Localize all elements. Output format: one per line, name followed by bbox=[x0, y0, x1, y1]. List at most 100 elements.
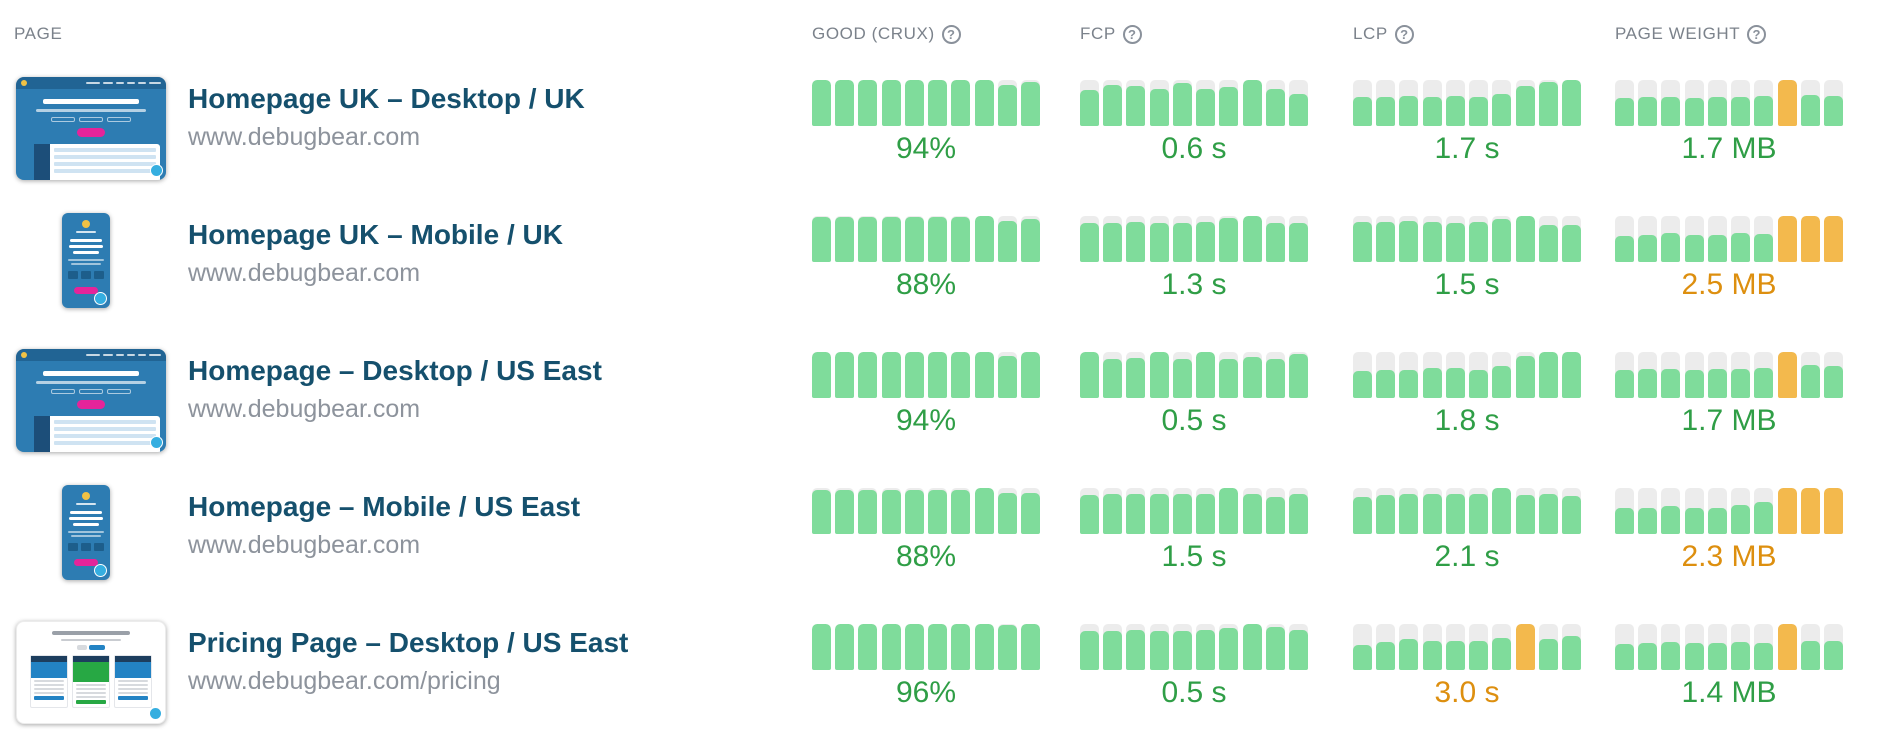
fcp-history-chart[interactable] bbox=[1080, 624, 1308, 670]
thumb-art bbox=[118, 692, 148, 694]
history-bar-fill bbox=[1149, 352, 1169, 398]
page-thumbnail[interactable] bbox=[16, 349, 166, 452]
history-bar-fill bbox=[1561, 635, 1581, 670]
history-bar-fill bbox=[1538, 225, 1558, 262]
history-bar bbox=[1684, 488, 1704, 534]
history-bar bbox=[1353, 216, 1372, 262]
good-history-chart[interactable] bbox=[812, 488, 1040, 534]
history-bar-fill bbox=[1800, 94, 1820, 126]
table-row[interactable]: Homepage UK – Mobile / UK www.debugbear.c… bbox=[0, 198, 1886, 334]
history-bar bbox=[1265, 488, 1285, 534]
lcp-history-chart[interactable] bbox=[1353, 80, 1581, 126]
history-bar-fill bbox=[1149, 631, 1169, 670]
weight-history-chart[interactable] bbox=[1615, 216, 1843, 262]
lcp-history-chart[interactable] bbox=[1353, 624, 1581, 670]
lcp-history-chart[interactable] bbox=[1353, 352, 1581, 398]
history-bar bbox=[1684, 352, 1704, 398]
history-bar bbox=[997, 624, 1017, 670]
history-bar bbox=[1731, 80, 1751, 126]
table-row[interactable]: Homepage – Desktop / US East www.debugbea… bbox=[0, 334, 1886, 470]
expand-icon[interactable] bbox=[150, 164, 163, 177]
history-bar-fill bbox=[1080, 495, 1099, 534]
history-bar bbox=[1265, 352, 1285, 398]
history-bar-fill bbox=[1684, 508, 1704, 534]
history-bar-fill bbox=[1638, 368, 1658, 398]
table-row[interactable]: Homepage – Mobile / US East www.debugbear… bbox=[0, 470, 1886, 606]
history-bar-fill bbox=[1288, 223, 1308, 262]
history-bar-fill bbox=[997, 220, 1017, 262]
history-bar-fill bbox=[1149, 223, 1169, 262]
thumb-art bbox=[54, 148, 156, 152]
page-thumbnail[interactable] bbox=[16, 77, 166, 180]
fcp-metric-cell: 1.5 s bbox=[1080, 488, 1308, 573]
history-bar-fill bbox=[1469, 222, 1489, 262]
history-bar-fill bbox=[997, 492, 1017, 534]
thumb-art bbox=[68, 271, 78, 279]
history-bar-fill bbox=[1731, 97, 1751, 126]
help-icon[interactable]: ? bbox=[1747, 24, 1767, 44]
fcp-history-chart[interactable] bbox=[1080, 488, 1308, 534]
page-title-link[interactable]: Homepage – Desktop / US East bbox=[188, 355, 602, 386]
history-bar bbox=[928, 488, 948, 534]
weight-history-chart[interactable] bbox=[1615, 624, 1843, 670]
lcp-history-chart[interactable] bbox=[1353, 216, 1581, 262]
expand-icon[interactable] bbox=[150, 436, 163, 449]
history-bar bbox=[997, 488, 1017, 534]
page-thumbnail[interactable] bbox=[62, 485, 110, 580]
fcp-value: 1.5 s bbox=[1161, 540, 1227, 573]
help-icon[interactable]: ? bbox=[941, 24, 961, 44]
column-header-fcp: FCP? bbox=[1080, 24, 1142, 44]
thumb-art bbox=[94, 271, 104, 279]
lcp-history-chart[interactable] bbox=[1353, 488, 1581, 534]
history-bar bbox=[1661, 352, 1681, 398]
table-row[interactable]: Homepage UK – Desktop / UK www.debugbear.… bbox=[0, 62, 1886, 198]
good-history-chart[interactable] bbox=[812, 624, 1040, 670]
history-bar-fill bbox=[928, 624, 948, 670]
page-title-link[interactable]: Homepage – Mobile / US East bbox=[188, 491, 581, 522]
page-title-link[interactable]: Homepage UK – Mobile / UK bbox=[188, 219, 563, 250]
history-bar bbox=[1731, 488, 1751, 534]
history-bar-fill bbox=[1242, 216, 1262, 262]
weight-history-chart[interactable] bbox=[1615, 80, 1843, 126]
expand-icon[interactable] bbox=[149, 707, 162, 720]
fcp-history-chart[interactable] bbox=[1080, 352, 1308, 398]
good-history-chart[interactable] bbox=[812, 352, 1040, 398]
thumb-art bbox=[149, 82, 161, 84]
weight-history-chart[interactable] bbox=[1615, 488, 1843, 534]
lcp-metric-cell: 3.0 s bbox=[1353, 624, 1581, 709]
history-bar bbox=[1265, 80, 1285, 126]
good-history-chart[interactable] bbox=[812, 216, 1040, 262]
history-bar bbox=[835, 216, 855, 262]
page-thumbnail[interactable] bbox=[62, 213, 110, 308]
help-icon[interactable]: ? bbox=[1122, 24, 1142, 44]
expand-icon[interactable] bbox=[94, 292, 107, 305]
page-url: www.debugbear.com bbox=[188, 395, 421, 423]
history-bar-fill bbox=[1615, 644, 1634, 670]
weight-history-chart[interactable] bbox=[1615, 352, 1843, 398]
thumb-art bbox=[34, 696, 64, 700]
history-bar-fill bbox=[1353, 222, 1372, 262]
table-row[interactable]: Pricing Page – Desktop / US East www.debu… bbox=[0, 606, 1886, 742]
help-icon[interactable]: ? bbox=[1394, 24, 1414, 44]
fcp-history-chart[interactable] bbox=[1080, 216, 1308, 262]
history-bar-fill bbox=[1353, 645, 1372, 670]
expand-icon[interactable] bbox=[94, 564, 107, 577]
history-bar-fill bbox=[1103, 631, 1123, 670]
page-title-link[interactable]: Pricing Page – Desktop / US East bbox=[188, 627, 629, 658]
history-bar-fill bbox=[1288, 493, 1308, 534]
history-bar bbox=[1707, 216, 1727, 262]
page-thumbnail[interactable] bbox=[16, 621, 166, 724]
history-bar bbox=[951, 352, 971, 398]
history-bar-fill bbox=[974, 352, 994, 398]
history-bar bbox=[997, 216, 1017, 262]
good-history-chart[interactable] bbox=[812, 80, 1040, 126]
fcp-history-chart[interactable] bbox=[1080, 80, 1308, 126]
history-bar-fill bbox=[1126, 86, 1146, 126]
history-bar bbox=[1661, 624, 1681, 670]
history-bar bbox=[1103, 80, 1123, 126]
page-title-link[interactable]: Homepage UK – Desktop / UK bbox=[188, 83, 585, 114]
history-bar bbox=[1777, 352, 1797, 398]
history-bar bbox=[1754, 352, 1774, 398]
history-bar-fill bbox=[1823, 365, 1843, 398]
